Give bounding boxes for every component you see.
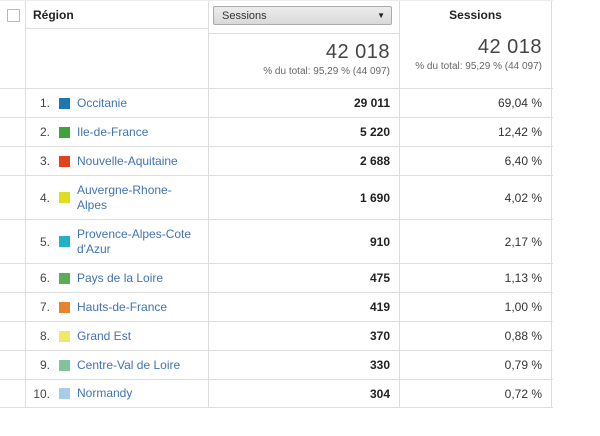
metric-selector-value: Sessions <box>222 9 267 22</box>
legend-color-swatch <box>59 272 70 284</box>
row-rank: 8. <box>39 329 50 343</box>
row-checkbox-cell <box>0 380 26 407</box>
sessions-total-subtext: % du total: 95,29 % (44 097) <box>263 66 390 77</box>
row-checkbox-cell <box>0 322 26 350</box>
sessions-column-header[interactable]: Sessions <box>449 8 502 22</box>
sessions-value: 910 <box>369 234 390 249</box>
sessions-value: 1 690 <box>359 190 390 205</box>
percent-value: 69,04 % <box>497 96 542 110</box>
percent-value: 0,79 % <box>504 358 542 372</box>
percent-total-value: 42 018 <box>477 36 542 58</box>
sessions-value: 5 220 <box>359 125 390 139</box>
row-checkbox-cell <box>0 351 26 379</box>
sessions-value: 2 688 <box>359 154 390 168</box>
table-row: 8. Grand Est 370 0,88 % <box>0 322 553 351</box>
table-row: 3. Nouvelle-Aquitaine 2 688 6,40 % <box>0 147 553 176</box>
row-rank: 5. <box>39 234 50 249</box>
legend-color-swatch <box>59 97 70 109</box>
percent-value: 0,72 % <box>504 386 542 401</box>
dimension-header-label: Région <box>33 8 74 22</box>
row-checkbox-cell <box>0 147 26 175</box>
row-rank: 10. <box>33 386 50 401</box>
percent-value: 4,02 % <box>504 190 542 205</box>
percent-value: 1,13 % <box>504 271 542 285</box>
row-checkbox-cell <box>0 118 26 146</box>
row-checkbox-cell <box>0 220 26 263</box>
sessions-value: 475 <box>369 271 390 285</box>
table-row: 10. Normandy 304 0,72 % <box>0 380 553 408</box>
sessions-value: 370 <box>369 329 390 343</box>
row-rank: 6. <box>39 271 50 285</box>
table-header: Région Sessions ▼ 42 018 % du total: 95,… <box>0 1 553 89</box>
percent-value: 2,17 % <box>504 234 542 249</box>
percent-total-subtext: % du total: 95,29 % (44 097) <box>415 61 542 72</box>
table-row: 1. Occitanie 29 011 69,04 % <box>0 89 553 118</box>
sessions-value: 29 011 <box>353 96 390 110</box>
legend-color-swatch <box>59 388 70 399</box>
row-checkbox-cell <box>0 89 26 117</box>
row-rank: 3. <box>39 154 50 168</box>
region-link[interactable]: Occitanie <box>77 95 128 110</box>
sessions-total-block: 42 018 % du total: 95,29 % (44 097) <box>209 34 399 77</box>
percent-value: 0,88 % <box>504 329 542 343</box>
percent-total-block: 42 018 % du total: 95,29 % (44 097) <box>400 29 551 72</box>
table-row: 7. Hauts-de-France 419 1,00 % <box>0 293 553 322</box>
region-link[interactable]: Centre-Val de Loire <box>77 357 181 372</box>
percent-value: 12,42 % <box>497 125 542 139</box>
metric-column-cell: Sessions 42 018 % du total: 95,29 % (44 … <box>400 1 552 88</box>
table-row: 4. Auvergne-Rhone- Alpes 1 690 4,02 % <box>0 176 553 220</box>
sessions-total-value: 42 018 <box>325 41 390 63</box>
sessions-value: 330 <box>369 358 390 372</box>
row-rank: 2. <box>39 125 50 139</box>
region-link[interactable]: Auvergne-Rhone- Alpes <box>77 182 172 212</box>
select-all-checkbox[interactable] <box>7 9 20 22</box>
region-link[interactable]: Nouvelle-Aquitaine <box>77 153 178 168</box>
legend-color-swatch <box>59 155 70 167</box>
legend-color-swatch <box>59 359 70 371</box>
legend-color-swatch <box>59 330 70 342</box>
metric-selector-dropdown[interactable]: Sessions ▼ <box>213 6 392 25</box>
region-link[interactable]: Provence-Alpes-Cote d'Azur <box>77 226 192 256</box>
row-rank: 9. <box>39 358 50 372</box>
region-table: Région Sessions ▼ 42 018 % du total: 95,… <box>0 0 553 408</box>
legend-color-swatch <box>59 301 70 313</box>
percent-value: 6,40 % <box>504 154 542 168</box>
table-row: 5. Provence-Alpes-Cote d'Azur 910 2,17 % <box>0 220 553 264</box>
dimension-header-cell: Région <box>26 1 209 88</box>
row-checkbox-cell <box>0 293 26 321</box>
region-link[interactable]: Normandy <box>77 386 133 400</box>
dropdown-arrow-icon: ▼ <box>377 10 385 20</box>
sessions-value: 304 <box>369 386 390 401</box>
row-rank: 7. <box>39 300 50 314</box>
metric-dropdown-cell: Sessions ▼ 42 018 % du total: 95,29 % (4… <box>209 1 400 88</box>
legend-color-swatch <box>59 126 70 138</box>
region-link[interactable]: Grand Est <box>77 328 132 343</box>
table-row: 9. Centre-Val de Loire 330 0,79 % <box>0 351 553 380</box>
legend-color-swatch <box>59 236 70 247</box>
header-checkbox-cell <box>0 1 26 88</box>
table-row: 2. Ile-de-France 5 220 12,42 % <box>0 118 553 147</box>
row-checkbox-cell <box>0 176 26 219</box>
region-link[interactable]: Hauts-de-France <box>77 299 168 314</box>
row-rank: 1. <box>39 96 50 110</box>
legend-color-swatch <box>59 192 70 203</box>
region-link[interactable]: Pays de la Loire <box>77 270 164 285</box>
row-rank: 4. <box>39 190 50 205</box>
percent-value: 1,00 % <box>504 300 542 314</box>
region-link[interactable]: Ile-de-France <box>77 124 149 139</box>
row-checkbox-cell <box>0 264 26 292</box>
table-row: 6. Pays de la Loire 475 1,13 % <box>0 264 553 293</box>
sessions-value: 419 <box>369 300 390 314</box>
